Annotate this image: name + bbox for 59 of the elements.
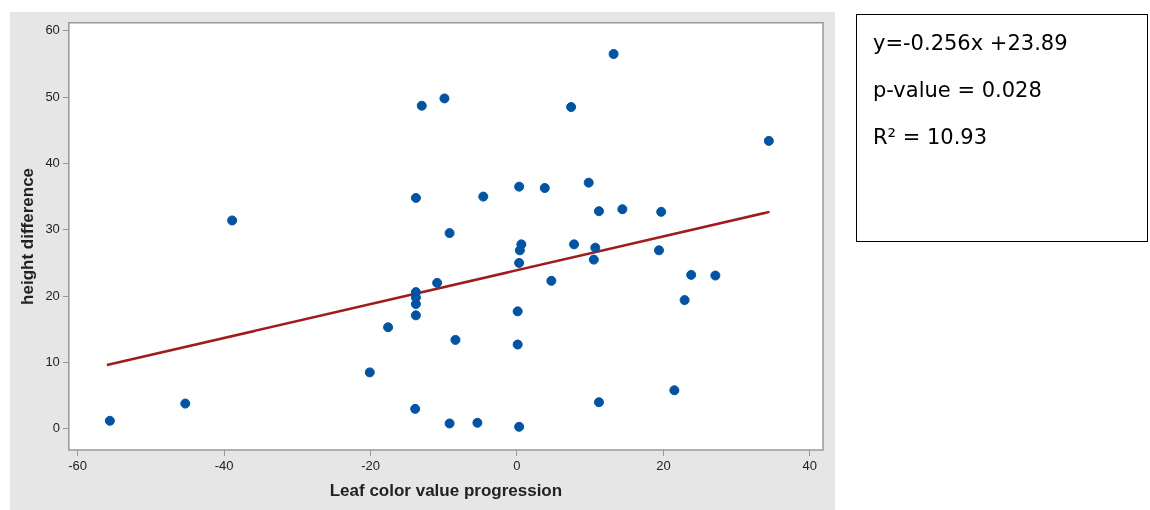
point — [450, 334, 461, 345]
point — [383, 322, 394, 333]
x-tick-label: -20 — [361, 458, 380, 474]
point — [444, 418, 455, 429]
text: R² = 10.93 — [873, 125, 989, 149]
point — [410, 299, 421, 310]
y-tick-label: 20 — [45, 287, 60, 303]
x-tick-label: 0 — [513, 458, 521, 474]
x-axis-title: Leaf color value progression — [329, 481, 563, 501]
point — [410, 310, 421, 321]
point — [539, 182, 550, 193]
point — [593, 397, 604, 408]
text: y=-0.256x +23.89 — [873, 31, 1069, 55]
point — [669, 385, 680, 396]
point — [472, 417, 483, 428]
point — [478, 191, 489, 202]
point — [679, 295, 690, 306]
point — [104, 415, 115, 426]
y-tick-label: 50 — [45, 88, 60, 104]
y-tick-label: 40 — [45, 155, 60, 171]
point — [588, 254, 599, 265]
point — [686, 269, 697, 280]
point — [432, 277, 443, 288]
point — [416, 100, 427, 111]
point — [444, 228, 455, 239]
point — [514, 257, 525, 268]
point — [410, 192, 421, 203]
point — [617, 204, 628, 215]
y-tick-label: 60 — [45, 22, 60, 38]
point — [583, 177, 594, 188]
point — [569, 239, 580, 250]
point — [710, 270, 721, 281]
y-tick-label: 10 — [45, 354, 60, 370]
y-tick-label: 0 — [52, 420, 60, 436]
text: p-value = 0.028 — [873, 78, 1043, 102]
x-tick-label: 40 — [802, 458, 818, 474]
point — [512, 306, 523, 317]
point — [566, 102, 577, 113]
point — [410, 403, 421, 414]
point — [514, 181, 525, 192]
point — [227, 215, 238, 226]
point — [439, 93, 450, 104]
point — [593, 206, 604, 217]
point — [180, 398, 191, 409]
point — [656, 206, 667, 217]
y-tick-label: 30 — [45, 221, 60, 237]
point — [763, 135, 774, 146]
x-tick-label: -60 — [68, 458, 88, 474]
point — [516, 239, 527, 250]
point — [608, 48, 619, 59]
x-tick-label: -40 — [214, 458, 234, 474]
point — [653, 245, 664, 256]
y-axis-title: height difference — [17, 167, 37, 305]
point — [512, 339, 523, 350]
point — [546, 275, 557, 286]
x-tick-label: 20 — [656, 458, 671, 474]
point — [364, 367, 375, 378]
point — [514, 421, 525, 432]
point — [590, 242, 601, 253]
